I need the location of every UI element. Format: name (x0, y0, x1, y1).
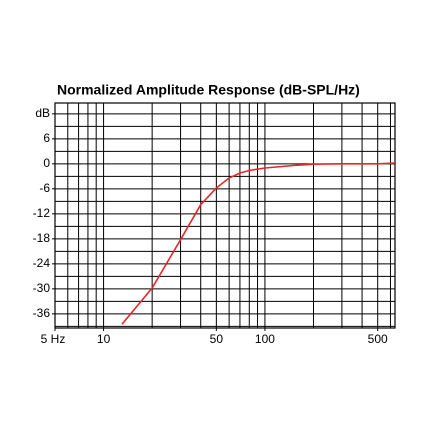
y-tick-label: 0 (43, 156, 50, 170)
y-tick-label: -18 (33, 231, 51, 245)
response-curve (121, 162, 395, 325)
y-tick-label: -30 (33, 281, 51, 295)
y-tick-label: 6 (43, 131, 50, 145)
x-tick-label: 500 (368, 332, 388, 346)
x-tick-label: 100 (255, 332, 275, 346)
chart-title: Normalized Amplitude Response (dB-SPL/Hz… (57, 82, 360, 98)
x-tick-label: 5 Hz (41, 332, 66, 346)
y-tick-label: -36 (33, 306, 51, 320)
y-tick-label: -12 (33, 206, 51, 220)
y-tick-label: -6 (39, 181, 50, 195)
y-tick-label: dB (35, 106, 50, 120)
y-tick-label: -24 (33, 256, 51, 270)
x-tick-label: 50 (210, 332, 224, 346)
plot-frame (54, 102, 396, 329)
x-tick-label: 10 (97, 332, 111, 346)
